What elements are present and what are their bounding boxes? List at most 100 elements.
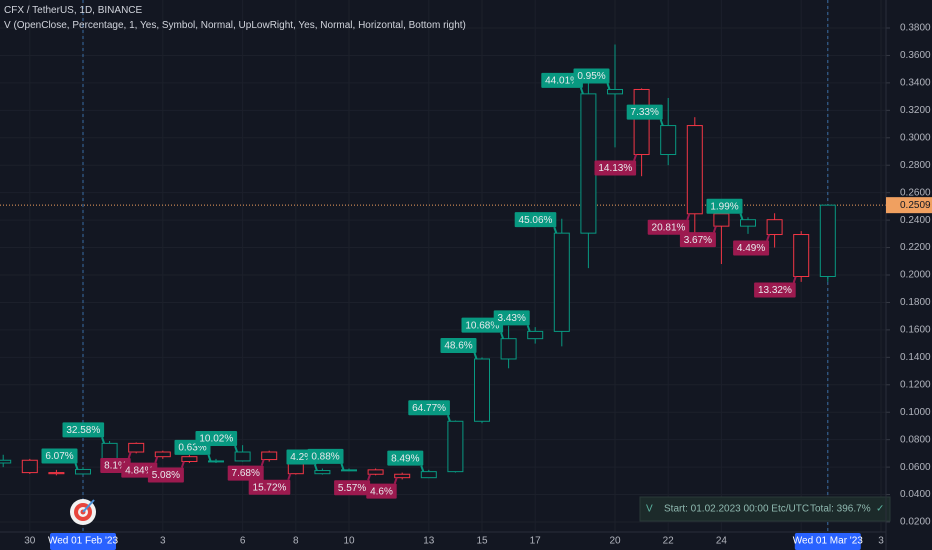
change-label-box [461, 317, 504, 333]
change-label-box [41, 448, 78, 464]
change-label-box [647, 219, 690, 235]
change-label-box [493, 310, 530, 326]
candle-body [607, 88, 623, 95]
candle-body [819, 204, 836, 278]
change-label-pointer [234, 445, 239, 453]
change-label-pointer [659, 119, 664, 126]
change-label: 45.06% [519, 215, 553, 226]
logo-arrow [82, 499, 95, 513]
candle-body [208, 460, 224, 463]
tv-logo [70, 499, 96, 525]
change-label-box [733, 240, 770, 256]
x-tick-label: 3 [160, 536, 166, 547]
y-tick-label: 0.3600 [900, 50, 931, 61]
change-label-pointer [207, 454, 212, 462]
x-tick-label: 22 [663, 536, 675, 547]
change-label: 48.6% [444, 341, 472, 352]
change-label: 4.6% [370, 486, 393, 497]
change-label-box [307, 448, 344, 464]
change-label-box [366, 483, 397, 499]
y-tick-label: 0.3200 [900, 105, 931, 116]
change-label: 14.13% [598, 163, 632, 174]
y-tick-label: 0.2200 [900, 242, 931, 253]
change-label-box [679, 232, 716, 248]
change-label: 4.2% [290, 452, 313, 463]
change-label: 4.49% [737, 243, 765, 254]
change-label: 8.49% [391, 453, 419, 464]
y-tick-label: 0.1000 [900, 407, 931, 418]
change-label-pointer [154, 456, 159, 463]
candle-body [154, 451, 171, 458]
x-tick-label: Wed 01 Mar '23 [793, 536, 864, 547]
change-label-box [626, 104, 663, 120]
candle-body [740, 219, 756, 227]
candle-body [314, 470, 331, 475]
change-label: 32.58% [66, 425, 100, 436]
change-label-box [334, 480, 371, 496]
change-label-box [573, 68, 610, 84]
candle-body [447, 420, 464, 473]
y-tick-label: 0.0600 [900, 462, 931, 473]
change-label-pointer [766, 234, 771, 241]
candle-body [341, 469, 357, 472]
change-label-box [514, 212, 557, 228]
table-cell: ✓ [876, 504, 884, 515]
table-box [639, 496, 891, 522]
change-label-box [706, 198, 743, 214]
change-label: 8.1% [104, 461, 127, 472]
change-label: 7.68% [232, 468, 260, 479]
last-price-box [886, 197, 932, 214]
last-price-label: 0.2509 [900, 200, 931, 211]
change-label-box [594, 160, 637, 176]
summary-table: V Start: 01.02.2023 00:00 Etc/UTC Total:… [639, 496, 891, 522]
change-label-box [227, 465, 264, 481]
change-label: 0.95% [577, 71, 605, 82]
change-label-pointer [393, 477, 398, 484]
change-label-pointer [686, 213, 691, 221]
change-label-box [387, 450, 424, 466]
candle-body [75, 468, 91, 475]
change-label-box [147, 467, 184, 483]
x-tick-label: Wed 01 Feb '23 [48, 536, 119, 547]
change-label-pointer [313, 464, 318, 471]
table-cell: Start: 01.02.2023 00:00 Etc/UTC [664, 504, 809, 515]
y-tick-label: 0.0800 [900, 434, 931, 445]
candle-body [367, 469, 384, 475]
y-tick-label: 0.1200 [900, 379, 931, 390]
candle-body [500, 338, 517, 360]
change-label: 3.67% [684, 235, 712, 246]
change-label: 4.84% [125, 465, 153, 476]
change-label: 5.08% [152, 470, 180, 481]
x-tick-label: 3 [878, 536, 884, 547]
change-label-box [195, 431, 238, 447]
y-tick-label: 0.1600 [900, 325, 931, 336]
x-label-highlight [50, 533, 116, 550]
change-label: 64.77% [412, 403, 446, 414]
candle-body [553, 232, 570, 332]
change-label-pointer [633, 154, 638, 161]
chart-title: CFX / TetherUS, 1D, BINANCE [4, 5, 143, 16]
x-tick-label: 13 [423, 536, 435, 547]
indicator-title: V (OpenClose, Percentage, 1, Yes, Symbol… [4, 20, 466, 31]
table-cell: Total: 396.7% [810, 504, 871, 515]
y-tick-label: 0.3000 [900, 132, 931, 143]
y-tick-label: 0.2400 [900, 215, 931, 226]
candle-body [394, 473, 411, 479]
change-label: 1.99% [710, 201, 738, 212]
change-label-box [541, 72, 583, 88]
change-label: 7.33% [631, 107, 659, 118]
x-tick-label: 15 [476, 536, 488, 547]
change-label-pointer [606, 83, 611, 90]
y-tick-label: 0.3800 [900, 23, 931, 34]
y-tick-label: 0.2800 [900, 160, 931, 171]
change-label-pointer [287, 473, 292, 481]
candle-body [713, 213, 730, 227]
change-label-pointer [473, 352, 478, 360]
y-tick-label: 0.0400 [900, 489, 931, 500]
y-tick-label: 0.2600 [900, 187, 931, 198]
change-label: 5.57% [338, 483, 366, 494]
candle-body [128, 442, 145, 453]
candle-body [0, 459, 12, 464]
candle-body [181, 456, 198, 462]
